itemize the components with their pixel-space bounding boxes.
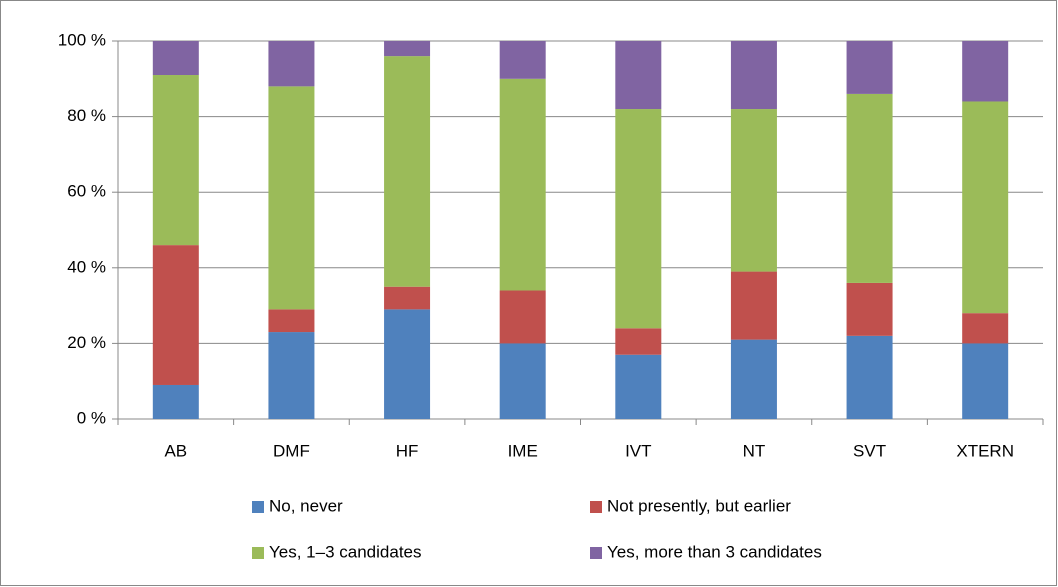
x-tick-label: DMF [273,441,310,460]
legend-swatch [590,501,602,513]
bar-segment [152,384,199,419]
bar-segment [268,309,315,333]
bar-segment [615,109,662,329]
bar-segment [384,286,431,310]
x-tick-label: IVT [625,441,651,460]
bar-segment [846,282,893,336]
bar-segment [152,41,199,76]
y-tick-label: 80 % [67,106,106,125]
bar-segment [499,343,546,419]
x-tick-label: IME [508,441,538,460]
bar-segment [730,109,777,272]
bar-segment [846,41,893,94]
bar-segment [962,101,1009,314]
bar-segment [846,335,893,419]
bar-segment [152,75,199,246]
bar-segment [499,290,546,344]
bar-segment [268,41,315,87]
bar-segment [152,245,199,385]
x-tick-label: AB [164,441,187,460]
bar-segment [615,354,662,419]
bar-segment [615,328,662,355]
y-tick-label: 20 % [67,333,106,352]
legend-swatch [252,547,264,559]
bar-segment [962,313,1009,344]
bar-segment [962,41,1009,102]
bar-segment [384,41,431,57]
legend-label: No, never [269,496,343,515]
y-tick-label: 100 % [58,30,106,49]
bar-segment [730,41,777,110]
y-tick-label: 40 % [67,257,106,276]
bar-segment [268,332,315,419]
legend-swatch [252,501,264,513]
x-tick-label: SVT [853,441,886,460]
bar-segment [499,41,546,79]
bar-segment [499,78,546,291]
x-tick-label: XTERN [956,441,1014,460]
x-tick-label: HF [396,441,419,460]
bar-segment [268,86,315,310]
bar-segment [846,93,893,283]
y-tick-label: 0 % [77,408,106,427]
y-tick-label: 60 % [67,182,106,201]
legend-label: Yes, 1–3 candidates [269,542,422,561]
legend-label: Not presently, but earlier [607,496,791,515]
bar-segment [384,309,431,419]
bar-segment [730,271,777,340]
bar-segment [962,343,1009,419]
bar-segment [615,41,662,110]
legend-label: Yes, more than 3 candidates [607,542,822,561]
bar-segment [730,339,777,419]
legend-swatch [590,547,602,559]
x-tick-label: NT [743,441,766,460]
bar-segment [384,56,431,287]
